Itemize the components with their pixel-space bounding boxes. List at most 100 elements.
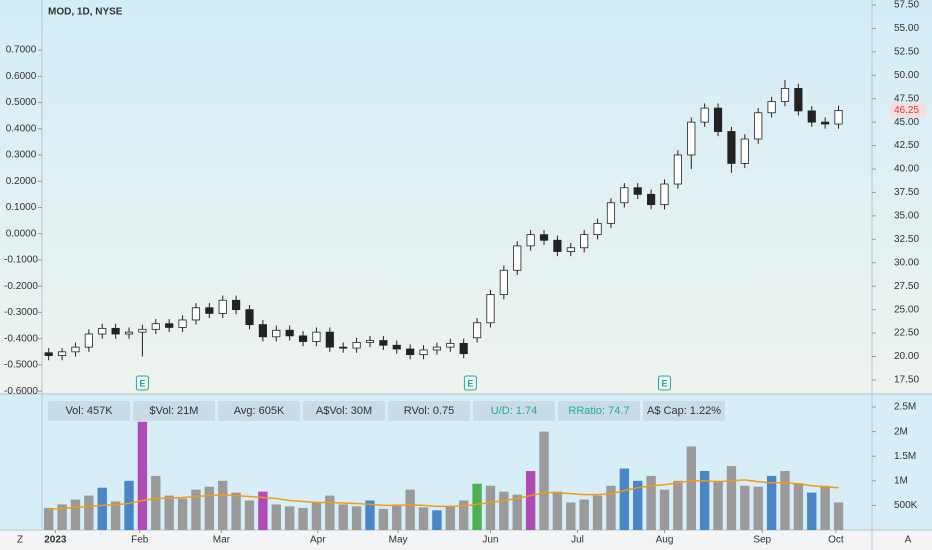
candle-body [178, 319, 187, 328]
left-y-tick-label: 0.3000 [6, 150, 37, 161]
earnings-label: E [467, 378, 473, 388]
right-corner: A [905, 535, 912, 546]
earnings-label: E [139, 378, 145, 388]
candle-body [620, 187, 629, 204]
candle-body [205, 307, 214, 314]
candle-body [580, 234, 589, 249]
candle-body [352, 342, 361, 349]
y-tick-label: 27.50 [894, 281, 919, 292]
volume-bar [499, 491, 509, 530]
volume-tick-label: 1.5M [894, 451, 916, 462]
volume-bar [164, 495, 174, 530]
volume-bar [432, 510, 442, 530]
candle-body [539, 234, 549, 241]
volume-bar [218, 480, 228, 530]
stat-pill: A$ Cap: 1.22% [643, 401, 725, 421]
candle-body [406, 348, 415, 356]
candle-body [486, 294, 495, 324]
x-tick-label: Apr [310, 535, 326, 546]
candle-body [285, 329, 294, 337]
candle-body [111, 327, 120, 335]
volume-bar [807, 492, 817, 530]
volume-bar [673, 480, 683, 530]
volume-bar [485, 485, 496, 530]
volume-bar [191, 489, 201, 530]
y-tick-label: 55.00 [894, 23, 919, 34]
stat-pill: A$Vol: 30M [303, 401, 385, 421]
left-y-tick-label: 0.4000 [6, 123, 37, 134]
volume-bar [44, 507, 54, 530]
candle-body [124, 331, 134, 335]
volume-bar [659, 489, 670, 530]
volume-bar [97, 487, 107, 530]
volume-bar [351, 506, 362, 530]
candle-body [191, 307, 201, 321]
candle-body [84, 333, 93, 348]
y-tick-label: 52.50 [894, 46, 919, 57]
candle-body [713, 107, 723, 132]
candle-body [165, 323, 174, 328]
volume-bar [633, 480, 643, 530]
volume-bar [525, 470, 536, 530]
volume-bar [579, 499, 589, 530]
volume-bar [124, 480, 134, 530]
volume-bar [833, 502, 844, 530]
candle-body [312, 331, 321, 342]
stat-pill: Vol: 457K [48, 401, 130, 421]
candle-body [138, 328, 147, 333]
x-tick-label: Feb [131, 535, 149, 546]
candle-body [232, 299, 241, 311]
y-tick-label: 32.50 [894, 234, 919, 245]
y-tick-label: 40.00 [894, 164, 919, 175]
candle-body [419, 349, 428, 356]
volume-average [48, 479, 839, 511]
left-y-tick-label: -0.1000 [4, 255, 38, 266]
volume-bar [445, 506, 455, 530]
candle-body [432, 346, 442, 351]
volume-tick-label: 1M [894, 475, 908, 486]
stat-pill: $Vol: 21M [133, 401, 215, 421]
volume-bar [137, 421, 148, 530]
candle-body [151, 323, 160, 330]
candle-body [446, 342, 455, 348]
left-y-tick-label: 0.6000 [6, 71, 37, 82]
candle-body [740, 138, 749, 164]
candle-body [593, 222, 602, 236]
earnings-label: E [661, 378, 667, 388]
volume-bar [405, 489, 415, 530]
x-tick-label: Jul [571, 535, 584, 546]
y-tick-label: 30.00 [894, 257, 919, 268]
volume-bar [820, 485, 830, 530]
volume-bar [566, 502, 576, 530]
volume-bar [780, 470, 790, 530]
candle-body [392, 344, 401, 350]
candle-body [339, 346, 348, 349]
volume-bar [258, 491, 268, 530]
candle-body [71, 346, 80, 353]
left-y-tick-label: 0.0000 [6, 228, 37, 239]
stat-pill: RVol: 0.75 [388, 401, 470, 421]
left-y-tick-label: 0.5000 [6, 97, 37, 108]
candle-body [606, 202, 616, 224]
volume-bar [271, 504, 281, 530]
volume-bar [713, 480, 723, 530]
left-y-tick-label: -0.3000 [4, 307, 38, 318]
volume-bar [740, 485, 750, 530]
candle-body [794, 87, 803, 112]
y-tick-label: 50.00 [894, 70, 919, 81]
y-tick-label: 22.50 [894, 328, 919, 339]
candle-body [258, 324, 267, 338]
volume-bar [646, 475, 656, 530]
volume-bar [726, 466, 737, 530]
volume-bar [204, 486, 215, 530]
price-pane [0, 0, 932, 394]
candle-body [245, 309, 254, 326]
left-corner: Z [17, 535, 23, 546]
last-price-tag [890, 103, 926, 118]
left-y-tick-label: 0.1000 [6, 202, 37, 213]
candle-body [633, 187, 642, 195]
volume-bar [325, 495, 335, 530]
candle-body [513, 245, 522, 271]
volume-bar [793, 483, 804, 530]
